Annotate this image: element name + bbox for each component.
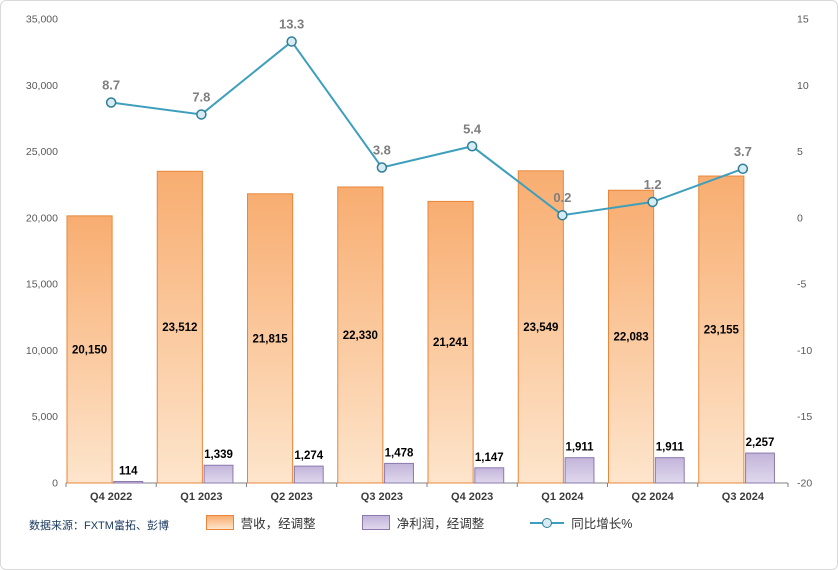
svg-text:30,000: 30,000 [26,80,58,92]
svg-text:22,330: 22,330 [343,330,378,342]
svg-text:Q2 2023: Q2 2023 [271,491,313,503]
svg-text:1.2: 1.2 [644,177,662,192]
svg-text:5: 5 [797,146,803,158]
legend-label-net-profit: 净利润，经调整 [396,517,485,531]
legend-label-yoy-growth: 同比增长% [571,517,633,531]
svg-text:22,083: 22,083 [613,332,648,344]
svg-text:114: 114 [119,465,138,477]
svg-text:Q1 2023: Q1 2023 [180,491,222,503]
yoy-line-swatch-icon [530,521,565,524]
svg-text:15: 15 [797,14,809,26]
svg-text:2,257: 2,257 [746,437,775,449]
svg-text:35,000: 35,000 [26,14,58,26]
svg-text:15,000: 15,000 [26,279,58,291]
svg-text:5.4: 5.4 [463,121,482,136]
svg-text:1,339: 1,339 [204,449,233,461]
bars-group [66,170,775,484]
svg-text:1,147: 1,147 [475,452,504,464]
svg-text:0.2: 0.2 [553,190,571,205]
source-note: 数据来源：FXTM富拓、彭博 [29,520,169,532]
svg-text:1,911: 1,911 [565,442,594,454]
svg-text:20,150: 20,150 [72,344,107,356]
revenue-swatch-icon [205,515,234,530]
svg-text:7.8: 7.8 [192,89,210,104]
svg-text:20,000: 20,000 [26,212,58,224]
svg-text:3.8: 3.8 [373,142,391,157]
legend: 营收，经调整 净利润，经调整 同比增长% [1,513,837,532]
svg-text:5,000: 5,000 [32,411,58,423]
axis-labels: 0 5,000 10,000 15,000 20,000 25,000 30,000 35,0… [26,14,812,504]
svg-text:25,000: 25,000 [26,146,58,158]
svg-text:Q4 2022: Q4 2022 [90,491,132,503]
svg-text:23,512: 23,512 [162,322,197,334]
svg-text:-5: -5 [797,279,806,291]
svg-text:23,155: 23,155 [704,325,740,337]
legend-item-yoy-growth: 同比增长% [530,513,632,532]
svg-text:-15: -15 [797,411,812,423]
svg-text:-20: -20 [797,478,812,490]
svg-text:10: 10 [797,80,809,92]
chart-canvas: 0 5,000 10,000 15,000 20,000 25,000 30,000 35,0… [26,14,812,504]
svg-text:Q3 2023: Q3 2023 [361,491,403,503]
legend-item-net-profit: 净利润，经调整 [361,513,485,532]
svg-text:10,000: 10,000 [26,345,58,357]
svg-text:Q1 2024: Q1 2024 [541,491,584,503]
net-profit-swatch-icon [361,515,390,530]
svg-text:21,815: 21,815 [252,333,288,345]
svg-text:8.7: 8.7 [102,78,120,93]
legend-label-revenue: 营收，经调整 [240,517,316,531]
svg-text:1,911: 1,911 [656,442,685,454]
svg-text:13.3: 13.3 [279,17,304,32]
bar-labels-group: 20,150 114 23,512 1,339 21,815 1,274 22,330 1,4… [72,322,774,478]
svg-text:23,549: 23,549 [523,322,558,334]
svg-text:-10: -10 [797,345,812,357]
line-group: 8.7 7.8 13.3 3.8 5.4 0.2 1.2 3.7 [102,17,752,221]
svg-text:1,478: 1,478 [385,447,414,459]
svg-text:Q3 2024: Q3 2024 [722,491,765,503]
svg-text:3.7: 3.7 [734,144,752,159]
svg-text:1,274: 1,274 [294,450,323,462]
svg-text:Q2 2024: Q2 2024 [632,491,675,503]
svg-text:0: 0 [797,212,803,224]
legend-item-revenue: 营收，经调整 [205,513,316,532]
chart-footer: 数据来源：FXTM富拓、彭博 营收，经调整 净利润，经调整 同比增长% [1,509,837,549]
svg-text:Q4 2023: Q4 2023 [451,491,493,503]
svg-text:0: 0 [52,478,58,490]
svg-text:21,241: 21,241 [433,337,469,349]
